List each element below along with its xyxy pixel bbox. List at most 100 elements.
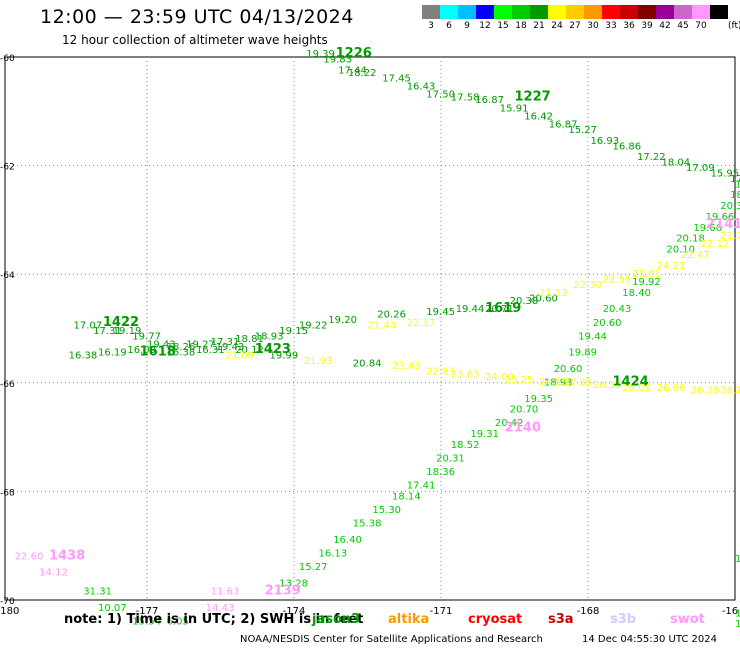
wave-height-label: 18.90 (730, 190, 740, 201)
wave-height-label: 18.40 (622, 288, 651, 299)
legend-label: 36 (623, 21, 635, 31)
pass-time-label: 1226 (336, 46, 372, 61)
wave-height-label: 16.87 (549, 120, 578, 131)
legend-bin: 33 (602, 5, 620, 31)
wave-height-label: 24.21 (657, 261, 686, 272)
lon-tick-label: -174 (283, 606, 306, 617)
satellite-s3a: s3a (548, 612, 574, 627)
legend-bin: 45 (674, 5, 692, 31)
legend-label: 24 (551, 21, 563, 31)
wave-height-label: 16.42 (524, 111, 553, 122)
wave-height-label: 24.55 (539, 378, 568, 389)
color-legend: 3 6 9 12 15 18 21 24 27 30 33 36 39 42 45 70 (422, 5, 728, 31)
pass-time-label: 2141 (706, 217, 740, 232)
wave-height-label: 19.99 (270, 350, 299, 361)
wave-height-label: 17.41 (407, 481, 436, 492)
legend-swatch (494, 5, 512, 19)
lon-tick-label: -168 (577, 606, 600, 617)
wave-height-label: 19.39 (306, 49, 335, 60)
wave-height-label: 16.0 (735, 554, 740, 565)
wave-height-label: 23.63 (451, 369, 480, 380)
wave-height-label: 21.13 (539, 288, 568, 299)
wave-height-label: 22.47 (681, 250, 710, 261)
wave-height-label: 16.38 (69, 350, 98, 361)
legend-label: 9 (464, 21, 470, 31)
wave-height-label: 21.09 (225, 350, 254, 361)
legend-swatch (476, 5, 494, 19)
wave-height-label: 15.54 (132, 616, 161, 627)
pass-time-label: 1618 (140, 345, 176, 360)
wave-height-label: 19.35 (524, 394, 553, 405)
legend-swatch (620, 5, 638, 19)
wave-height-label: 15.27 (299, 562, 328, 573)
wave-height-label: 21.93 (304, 356, 333, 367)
wave-height-label: 31.31 (83, 587, 112, 598)
legend-label: 27 (569, 21, 581, 31)
wave-height-label: 19.45 (426, 307, 455, 318)
wave-height-label: 15.27 (568, 125, 597, 136)
wave-height-label: 15.38 (167, 348, 196, 359)
wave-height-label: 17.44 (338, 65, 367, 76)
wave-height-label: 19.43 (216, 342, 245, 353)
wave-height-label: 19.89 (568, 348, 597, 359)
legend-bin (710, 5, 728, 31)
lat-tick-label: -66 (0, 380, 15, 390)
wave-height-label: 20.60 (554, 364, 583, 375)
wave-height-label: 20.26 (377, 310, 406, 321)
legend-swatch (692, 5, 710, 19)
wave-height-label: 18.93 (544, 378, 573, 389)
wave-height-label: 16.6 (735, 619, 740, 630)
legend-label: 39 (641, 21, 653, 31)
wave-height-label: 20.38 (510, 296, 539, 307)
credit-line: NOAA/NESDIS Center for Satellite Applica… (240, 634, 543, 645)
wave-height-label: 16.09 (127, 345, 156, 356)
wave-height-label: 20.84 (353, 359, 382, 370)
wave-height-label: 26.66 (657, 383, 686, 394)
legend-label: 15 (497, 21, 509, 31)
wave-height-label: 13.28 (279, 578, 308, 589)
page-title: 12:00 — 23:59 UTC 04/13/2024 (40, 6, 354, 28)
wave-height-label: 16.43 (407, 82, 436, 93)
wave-height-label: 20.10 (666, 244, 695, 255)
wave-height-label: 22.83 (426, 367, 455, 378)
wave-height-label: 10.07 (98, 603, 127, 614)
wave-height-label: 26.31 (593, 380, 622, 391)
wave-height-label: 16.86 (613, 141, 642, 152)
wave-height-label: 19.31 (470, 429, 499, 440)
lat-tick-label: -68 (0, 488, 15, 498)
lon-tick-label: -177 (136, 606, 159, 617)
wave-height-label: 16.87 (475, 95, 504, 106)
wave-height-label: 18.93 (255, 331, 284, 342)
legend-bin: 39 (638, 5, 656, 31)
wave-height-label: 22.30 (573, 280, 602, 291)
pass-time-label: 1422 (103, 315, 139, 330)
legend-swatch (530, 5, 548, 19)
wave-height-label: 19.66 (693, 223, 722, 234)
wave-height-label: 20.42 (495, 418, 524, 429)
legend-swatch (674, 5, 692, 19)
legend-label: 45 (677, 21, 689, 31)
wave-height-label: 20.43 (603, 304, 632, 315)
wave-height-label: 26.28 (691, 386, 720, 397)
wave-height-label: 17.31 (211, 337, 240, 348)
legend-bin: 9 (458, 5, 476, 31)
legend-unit: (ft) (728, 21, 740, 31)
legend-swatch (656, 5, 674, 19)
pass-time-label: 2140 (505, 421, 541, 436)
legend-swatch (602, 5, 620, 19)
legend-label: 12 (479, 21, 491, 31)
wave-height-label: 17.58 (451, 92, 480, 103)
wave-height-label: 16.40 (333, 535, 362, 546)
wave-height-label: 16.19 (98, 348, 127, 359)
wave-height-label: 24.00 (485, 372, 514, 383)
wave-height-label: 22.55 (603, 274, 632, 285)
wave-height-label: 26.08 (622, 383, 651, 394)
wave-height-label: 18.52 (451, 440, 480, 451)
wave-height-label: 18.14 (392, 492, 421, 503)
wave-height-label: 17.45 (382, 73, 411, 84)
wave-height-label: 19.15 (279, 326, 308, 337)
wave-height-label: 21.78 (720, 231, 740, 242)
pass-time-label: 1227 (515, 89, 551, 104)
wave-height-label: 22.60 (15, 551, 44, 562)
